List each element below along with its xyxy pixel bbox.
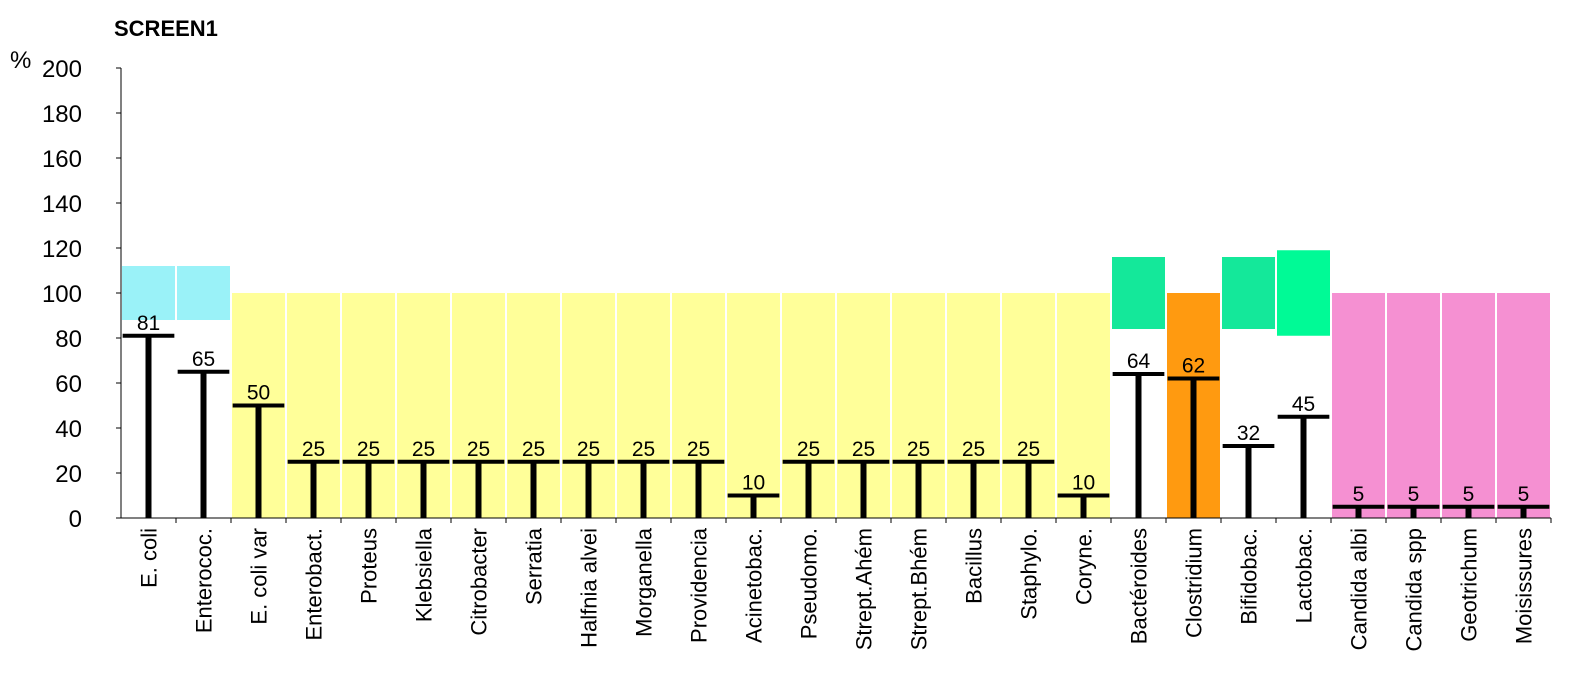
x-tick-label: Geotrichum — [1457, 528, 1482, 642]
x-tick-label: Candida spp — [1402, 528, 1427, 652]
x-tick-label: Moisissures — [1512, 528, 1537, 644]
value-label: 25 — [1017, 438, 1040, 461]
value-label: 25 — [852, 438, 875, 461]
value-label: 10 — [742, 472, 765, 495]
value-label: 5 — [1518, 483, 1530, 506]
y-tick-label: 0 — [69, 506, 82, 533]
x-tick-label: Bacillus — [962, 528, 987, 604]
x-tick-label: Clostridium — [1182, 528, 1207, 638]
value-label: 25 — [522, 438, 545, 461]
y-axis-label: % — [10, 47, 31, 74]
x-tick-label: Staphylo. — [1017, 528, 1042, 620]
reference-range — [1112, 257, 1165, 329]
reference-range — [1442, 293, 1495, 518]
y-tick-label: 20 — [55, 461, 82, 488]
value-label: 25 — [962, 438, 985, 461]
x-tick-label: Acinetobac. — [742, 528, 767, 643]
value-label: 62 — [1182, 355, 1205, 378]
reference-range — [1277, 250, 1330, 336]
x-tick-label: E. coli — [137, 528, 162, 588]
value-label: 25 — [632, 438, 655, 461]
value-label: 5 — [1408, 483, 1420, 506]
value-label: 25 — [467, 438, 490, 461]
x-tick-label: Bifidobac. — [1237, 528, 1262, 625]
reference-range — [1057, 293, 1110, 518]
x-tick-label: Halfnia alvei — [577, 528, 602, 648]
y-tick-label: 40 — [55, 416, 82, 443]
value-label: 25 — [687, 438, 710, 461]
value-label: 45 — [1292, 393, 1315, 416]
y-tick-label: 200 — [42, 56, 82, 83]
x-tick-label: Coryne. — [1072, 528, 1097, 605]
y-tick-label: 120 — [42, 236, 82, 263]
value-label: 64 — [1127, 350, 1151, 373]
x-tick-label: Lactobac. — [1292, 528, 1317, 623]
x-tick-label: Proteus — [357, 528, 382, 604]
x-tick-label: Serratia — [522, 527, 547, 605]
y-tick-label: 140 — [42, 191, 82, 218]
x-tick-label: E. coli var — [247, 528, 272, 625]
value-label: 50 — [247, 382, 270, 405]
value-label: 81 — [137, 312, 160, 335]
x-tick-label: Bactéroides — [1127, 528, 1152, 644]
x-tick-label: Enterococ. — [192, 528, 217, 633]
value-label: 25 — [302, 438, 325, 461]
y-tick-label: 160 — [42, 146, 82, 173]
value-label: 65 — [192, 348, 215, 371]
value-label: 5 — [1353, 483, 1365, 506]
reference-range — [1497, 293, 1550, 518]
reference-range — [122, 266, 175, 320]
x-tick-label: Citrobacter — [467, 528, 492, 636]
y-tick-label: 100 — [42, 281, 82, 308]
x-tick-label: Morganella — [632, 527, 657, 637]
reference-range — [1332, 293, 1385, 518]
y-tick-label: 180 — [42, 101, 82, 128]
x-tick-label: Enterobact. — [302, 528, 327, 641]
value-label: 25 — [797, 438, 820, 461]
y-tick-label: 80 — [55, 326, 82, 353]
x-tick-label: Strept.Ahém — [852, 528, 877, 650]
reference-range — [177, 266, 230, 320]
x-tick-label: Providencia — [687, 527, 712, 643]
reference-range — [1222, 257, 1275, 329]
reference-range — [727, 293, 780, 518]
value-label: 25 — [412, 438, 435, 461]
value-label: 10 — [1072, 472, 1095, 495]
x-tick-label: Klebsiella — [412, 527, 437, 622]
chart-title: SCREEN1 — [114, 16, 218, 41]
x-tick-label: Strept.Bhém — [907, 528, 932, 650]
x-tick-label: Pseudomo. — [797, 528, 822, 639]
x-tick-label: Candida albi — [1347, 528, 1372, 650]
value-label: 25 — [357, 438, 380, 461]
reference-range — [1387, 293, 1440, 518]
value-label: 25 — [907, 438, 930, 461]
value-label: 25 — [577, 438, 600, 461]
value-label: 32 — [1237, 422, 1260, 445]
value-label: 5 — [1463, 483, 1475, 506]
y-tick-label: 60 — [55, 371, 82, 398]
